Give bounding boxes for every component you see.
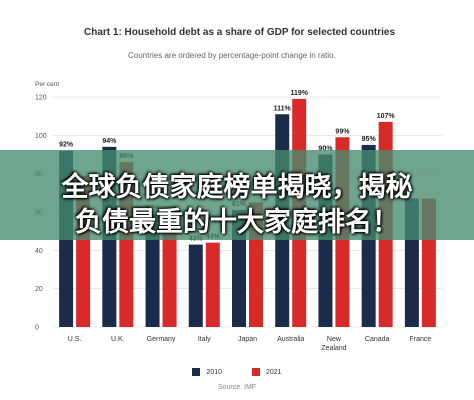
x-tick-label: New Zealand: [321, 336, 346, 352]
x-tick-label: France: [409, 336, 431, 343]
legend-swatch-2021: [252, 368, 260, 376]
x-axis: U.S. U.K. Germany Italy Japan Australia New Zea…: [68, 336, 432, 352]
chart-title: Chart 1: Household debt as a share of GD…: [84, 27, 396, 38]
headline-banner: 全球负债家庭榜单揭晓，揭秘 负债最重的十大家庭排名！: [0, 150, 474, 240]
bar-2010-germany: [145, 213, 160, 327]
legend-label-2010: 2010: [206, 368, 222, 376]
bar-2010-italy: [188, 244, 203, 327]
x-tick-label: U.K.: [111, 336, 125, 343]
chart-legend: 2010 2021: [0, 366, 474, 378]
headline-line-1: 全球负债家庭榜单揭晓，揭秘: [61, 172, 413, 203]
legend-label-2021: 2021: [266, 368, 282, 376]
data-label: 119%: [290, 90, 308, 97]
x-tick-label: Canada: [365, 336, 390, 343]
data-label: 111%: [274, 105, 292, 112]
chart-source: Source: IMF: [217, 384, 257, 391]
x-tick-label: U.S.: [68, 336, 82, 343]
legend-item-2021: 2021: [252, 366, 282, 378]
y-tick-label: 100: [35, 133, 47, 140]
chart-subtitle: Countries are ordered by percentage-poin…: [128, 51, 336, 60]
data-label: 92%: [59, 142, 74, 149]
y-tick-label: 40: [35, 248, 43, 255]
y-axis-label: Per cent: [35, 81, 59, 88]
data-label: 99%: [335, 128, 350, 135]
y-tick-label: 0: [35, 325, 39, 332]
x-tick-label: Italy: [198, 336, 211, 343]
data-label: 94%: [102, 138, 117, 145]
data-label: 107%: [377, 113, 396, 120]
data-label: 90%: [318, 146, 333, 153]
x-tick-label: Australia: [277, 336, 304, 343]
bar-2021-italy: [205, 242, 220, 327]
headline-line-2: 负债最重的十大家庭排名！: [75, 207, 399, 238]
data-label: 95%: [362, 136, 377, 143]
bar-2021-germany: [162, 219, 177, 327]
x-tick-label: Japan: [238, 336, 257, 343]
y-tick-label: 120: [35, 95, 47, 102]
y-tick-label: 20: [35, 286, 43, 293]
legend-swatch-2010: [192, 368, 201, 376]
legend-item-2010: 2010: [192, 366, 222, 378]
x-tick-label: Germany: [147, 336, 176, 343]
